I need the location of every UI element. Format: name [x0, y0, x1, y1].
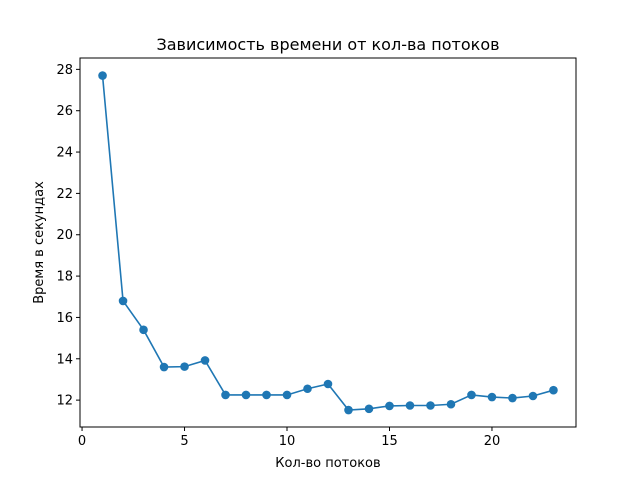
y-tick-label: 18	[56, 270, 73, 285]
data-point	[508, 393, 517, 403]
data-point	[98, 71, 107, 80]
y-axis-label: Время в секундах	[32, 181, 47, 304]
data-point	[528, 391, 538, 401]
y-tick-label: 28	[56, 63, 73, 78]
x-tick-label: 0	[78, 434, 86, 449]
data-point	[221, 390, 230, 400]
data-point	[385, 401, 394, 411]
data-point	[549, 385, 558, 395]
data-point	[426, 401, 435, 410]
data-point	[282, 390, 292, 400]
y-tick-label: 16	[56, 311, 73, 326]
series-line	[101, 75, 554, 411]
x-tick-label: 5	[180, 434, 188, 449]
data-point	[344, 405, 353, 415]
plot-area	[79, 57, 577, 428]
data-point	[323, 379, 333, 389]
series-group	[98, 71, 558, 415]
x-axis-label: Кол-во потоков	[275, 456, 380, 471]
y-tick-label: 12	[56, 394, 73, 409]
data-point	[487, 392, 497, 402]
chart-title: Зависимость времени от кол-ва потоков	[156, 35, 499, 54]
data-point	[139, 325, 148, 335]
y-tick-label: 24	[56, 146, 73, 161]
data-point	[467, 390, 476, 400]
x-tick-label: 15	[381, 434, 398, 449]
data-point	[405, 401, 415, 410]
data-point	[262, 390, 271, 400]
x-tick-label: 10	[279, 434, 296, 449]
data-point	[364, 404, 374, 414]
y-axis: 12 14 16 18 20 22 24 26 28	[56, 63, 80, 409]
y-tick-label: 26	[56, 104, 73, 119]
data-point	[241, 390, 251, 400]
x-tick-label: 20	[484, 434, 501, 449]
y-tick-label: 20	[56, 228, 73, 243]
data-point	[200, 356, 210, 365]
data-point	[118, 296, 128, 306]
data-point	[159, 362, 169, 372]
data-point	[180, 362, 189, 371]
y-tick-label: 14	[56, 352, 73, 367]
x-axis: 0 5 10 15 20	[78, 427, 500, 449]
y-tick-label: 22	[56, 187, 73, 202]
data-point	[303, 384, 312, 394]
data-point	[446, 399, 456, 409]
